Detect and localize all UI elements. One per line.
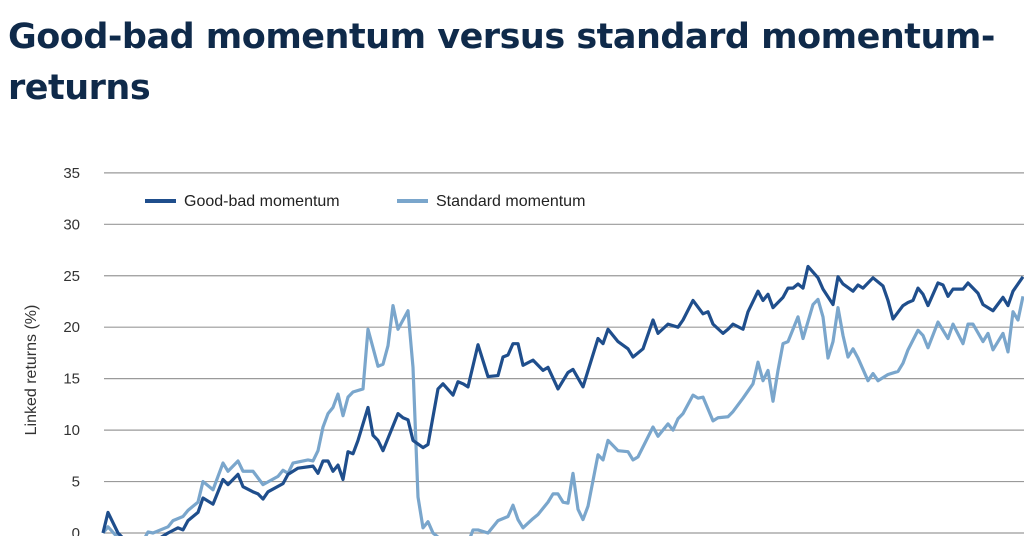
y-tick-label: 15 — [63, 371, 80, 388]
series-line-standard-momentum — [101, 295, 1024, 536]
page-title: Good-bad momentum versus standard moment… — [8, 17, 995, 108]
legend-label-standard: Standard momentum — [436, 193, 585, 210]
y-tick-label: 25 — [63, 268, 80, 285]
gridlines — [104, 172, 1024, 534]
legend-label-good-bad: Good-bad momentum — [184, 193, 340, 210]
y-tick-labels: 0 5 10 15 20 25 30 35 — [63, 165, 80, 536]
y-tick-label: 5 — [72, 474, 80, 491]
y-tick-label: 30 — [63, 216, 80, 233]
legend: Good-bad momentum Standard momentum — [145, 193, 585, 210]
series-line-good-bad-momentum — [101, 264, 1024, 536]
y-axis-label: Linked returns (%) — [23, 305, 40, 436]
y-tick-label: 20 — [63, 319, 80, 336]
y-tick-label: 35 — [63, 165, 80, 182]
y-tick-label: 10 — [63, 422, 80, 439]
y-tick-label: 0 — [72, 525, 80, 536]
